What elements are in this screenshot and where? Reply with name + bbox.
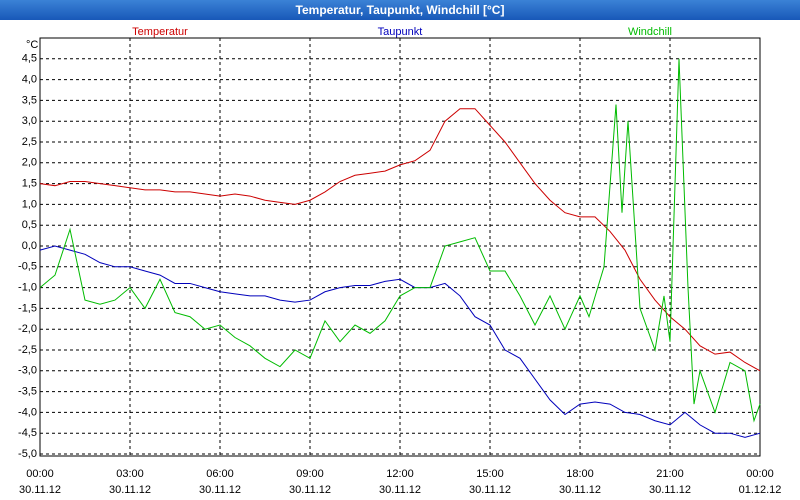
x-tick-date: 30.11.12 <box>649 484 691 496</box>
x-tick-date: 30.11.12 <box>19 484 61 496</box>
y-tick-label: -3,5 <box>18 386 37 398</box>
x-tick-date: 30.11.12 <box>289 484 331 496</box>
y-tick-label: -5,0 <box>18 448 37 460</box>
x-tick-date: 30.11.12 <box>379 484 421 496</box>
x-tick-date: 01.12.12 <box>739 484 782 496</box>
y-tick-label: -3,0 <box>18 365 37 377</box>
x-tick-label: 18:00 <box>566 468 594 480</box>
y-tick-label: 2,0 <box>22 157 37 169</box>
y-tick-label: -1,5 <box>18 302 37 314</box>
y-tick-label: 4,0 <box>22 74 37 86</box>
y-tick-label: -2,0 <box>18 323 37 335</box>
y-tick-label: 0,0 <box>22 240 37 252</box>
y-tick-label: 4,5 <box>22 53 37 65</box>
x-tick-label: 09:00 <box>296 468 324 480</box>
chart: °C 4,5 4,0 3,5 3,0 2,5 2,0 1,5 1,0 0,5 0,0 -0,5 -1,… <box>18 26 782 496</box>
y-tick-label: -4,5 <box>18 427 37 439</box>
y-tick-label: 1,5 <box>22 178 37 190</box>
y-unit: °C <box>26 39 38 51</box>
series-line <box>39 58 761 423</box>
x-tick-label: 12:00 <box>386 468 414 480</box>
y-tick-label: -4,0 <box>18 406 37 418</box>
x-tick-label: 06:00 <box>206 468 234 480</box>
y-tick-label: 2,5 <box>22 136 37 148</box>
x-tick-label: 00:00 <box>746 468 774 480</box>
series-line <box>39 245 761 438</box>
y-tick-label: 1,0 <box>22 198 37 210</box>
x-tick-label: 03:00 <box>116 468 144 480</box>
title-bar: Temperatur, Taupunkt, Windchill [°C] <box>0 0 800 20</box>
y-tick-label: 3,0 <box>22 115 37 127</box>
legend-label: Temperatur <box>132 26 188 38</box>
x-tick-date: 30.11.12 <box>109 484 151 496</box>
y-tick-label: -0,5 <box>18 261 37 273</box>
legend-label: Taupunkt <box>378 26 423 38</box>
y-tick-label: -2,5 <box>18 344 37 356</box>
x-tick-label: 21:00 <box>656 468 684 480</box>
x-tick-label: 00:00 <box>26 468 54 480</box>
x-tick-label: 15:00 <box>476 468 504 480</box>
x-tick-date: 30.11.12 <box>469 484 511 496</box>
x-tick-date: 30.11.12 <box>559 484 601 496</box>
x-tick-date: 30.11.12 <box>199 484 241 496</box>
series-line <box>39 108 761 372</box>
legend-label: Windchill <box>628 26 672 38</box>
y-tick-label: -1,0 <box>18 282 37 294</box>
y-tick-label: 0,5 <box>22 219 37 231</box>
y-tick-label: 3,5 <box>22 94 37 106</box>
